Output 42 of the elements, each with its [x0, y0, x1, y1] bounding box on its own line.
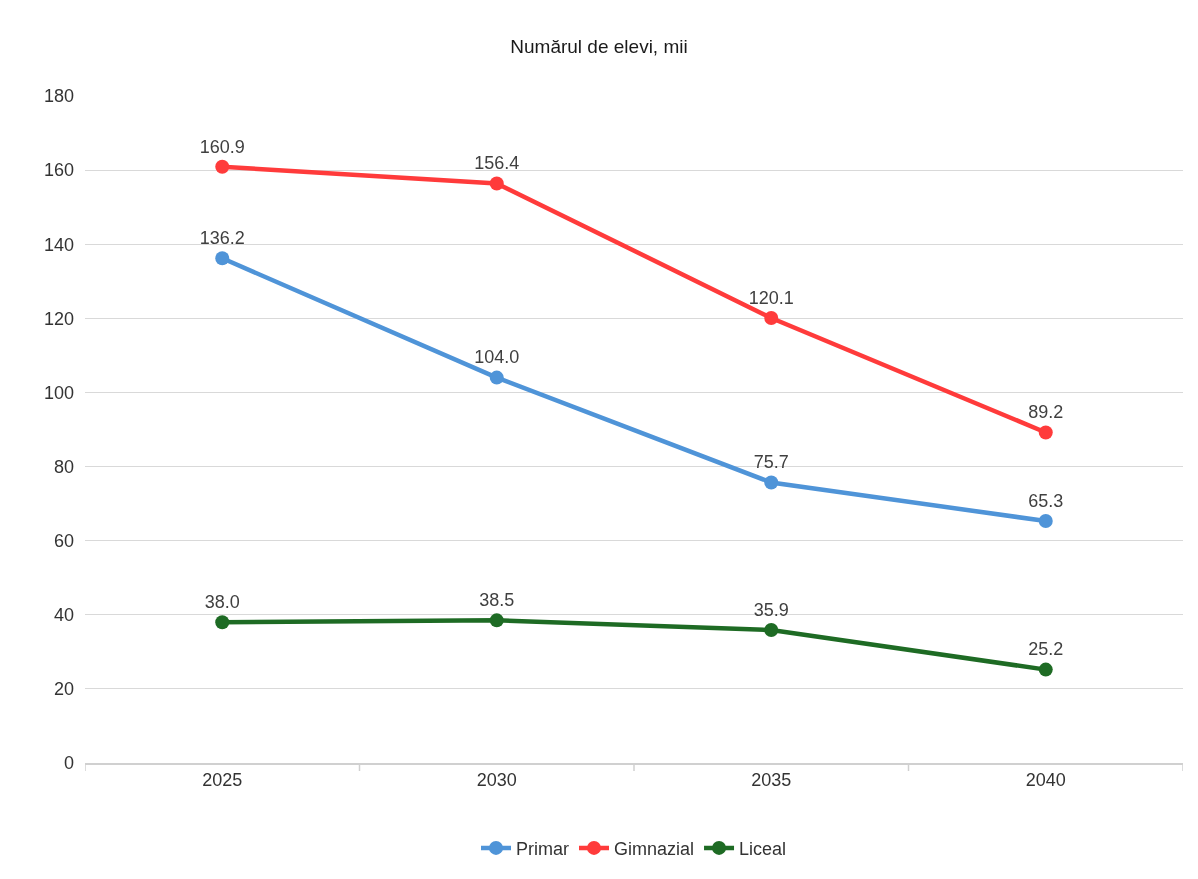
point — [1038, 662, 1053, 677]
y-tick-label: 140 — [43, 234, 74, 255]
x-tick-label: 2025 — [202, 770, 243, 791]
data-label: 136.2 — [199, 228, 245, 249]
x-tick-label: 2030 — [476, 770, 517, 791]
data-label: 38.5 — [479, 590, 515, 611]
data-label: 65.3 — [1028, 490, 1064, 511]
data-label: 104.0 — [474, 347, 520, 368]
data-label: 156.4 — [474, 153, 520, 174]
y-tick-label: 80 — [53, 456, 74, 477]
legend-label: Primar — [516, 838, 569, 859]
data-label: 25.2 — [1028, 639, 1064, 660]
data-label: 120.1 — [748, 287, 794, 308]
point — [215, 615, 230, 630]
point — [489, 176, 504, 191]
data-label: 75.7 — [753, 452, 789, 473]
data-label: 160.9 — [199, 136, 245, 157]
chart-title: Numărul de elevi, mii — [510, 35, 688, 57]
data-label: 38.0 — [204, 591, 240, 612]
data-label: 89.2 — [1028, 402, 1064, 423]
y-tick-label: 120 — [43, 308, 74, 329]
point — [764, 622, 779, 637]
y-tick-label: 160 — [43, 160, 74, 181]
y-tick-label: 40 — [53, 605, 74, 626]
point — [764, 475, 779, 490]
point — [1038, 425, 1053, 440]
legend-label: Gimnazial — [614, 838, 695, 859]
x-tick-label: 2040 — [1025, 770, 1066, 791]
x-tick-label: 2035 — [751, 770, 792, 791]
point — [215, 251, 230, 266]
point — [489, 613, 504, 628]
point — [215, 159, 230, 174]
y-tick-label: 0 — [63, 753, 74, 774]
y-tick-label: 20 — [53, 679, 74, 700]
point — [1038, 514, 1053, 529]
point — [764, 310, 779, 325]
legend-label: Liceal — [739, 838, 787, 859]
data-label: 35.9 — [753, 599, 789, 620]
y-tick-label: 180 — [43, 86, 74, 107]
y-tick-label: 100 — [43, 382, 74, 403]
y-tick-label: 60 — [53, 530, 74, 551]
point — [489, 370, 504, 385]
